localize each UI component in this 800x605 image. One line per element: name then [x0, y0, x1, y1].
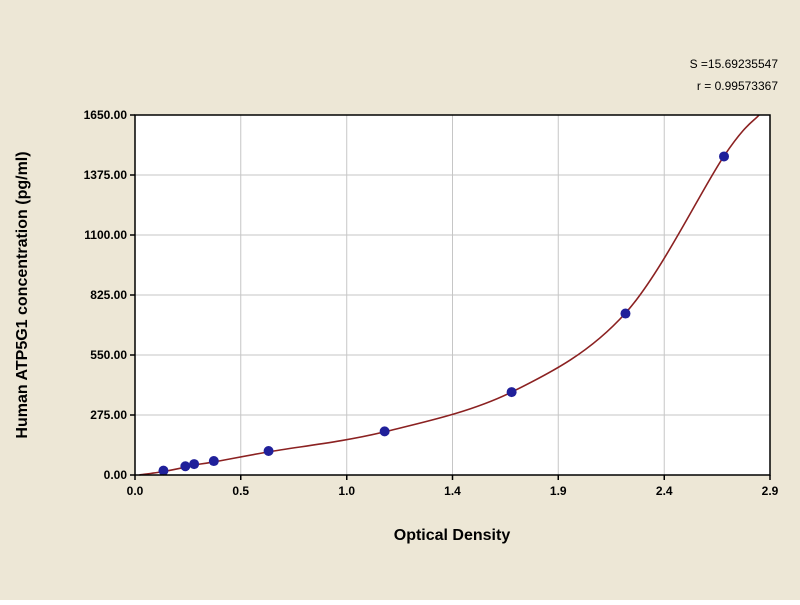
- x-tick-label: 2.4: [656, 484, 673, 498]
- data-point: [719, 151, 730, 162]
- plot-border: [134, 114, 771, 476]
- data-point: [208, 456, 219, 467]
- y-tick-label: 0.00: [104, 468, 128, 482]
- y-tick-label: 1650.00: [84, 108, 128, 122]
- series-layer: [139, 114, 760, 476]
- x-tick-label: 1.9: [550, 484, 567, 498]
- data-point: [263, 446, 274, 456]
- y-axis-label: Human ATP5G1 concentration (pg/ml): [14, 151, 31, 438]
- x-tick-label: 0.0: [127, 484, 144, 498]
- y-tick-label: 825.00: [90, 288, 127, 302]
- data-point: [189, 459, 200, 470]
- x-tick-label: 0.5: [232, 484, 249, 498]
- y-tick-label: 275.00: [90, 408, 127, 422]
- y-tick-label: 1100.00: [84, 228, 127, 242]
- x-tick-label: 1.4: [444, 484, 461, 498]
- data-point: [620, 308, 631, 319]
- x-tick-label: 2.9: [762, 484, 779, 498]
- y-tick-label: 550.00: [90, 348, 127, 362]
- x-axis-label: Optical Density: [394, 527, 511, 544]
- annotation-r-value: r = 0.99573367: [697, 79, 778, 93]
- data-point: [506, 387, 517, 398]
- data-point: [158, 465, 169, 476]
- annotation-s-value: S =15.69235547: [690, 57, 779, 71]
- x-tick-label: 1.0: [338, 484, 355, 498]
- data-point: [180, 461, 191, 472]
- axis-layer: 0.0 0.5 1.0 1.4 1.9 2.4 2.9 0.00 275.00 550.00 825…: [84, 108, 779, 498]
- y-tick-label: 1375.00: [84, 168, 128, 182]
- data-point: [379, 426, 390, 437]
